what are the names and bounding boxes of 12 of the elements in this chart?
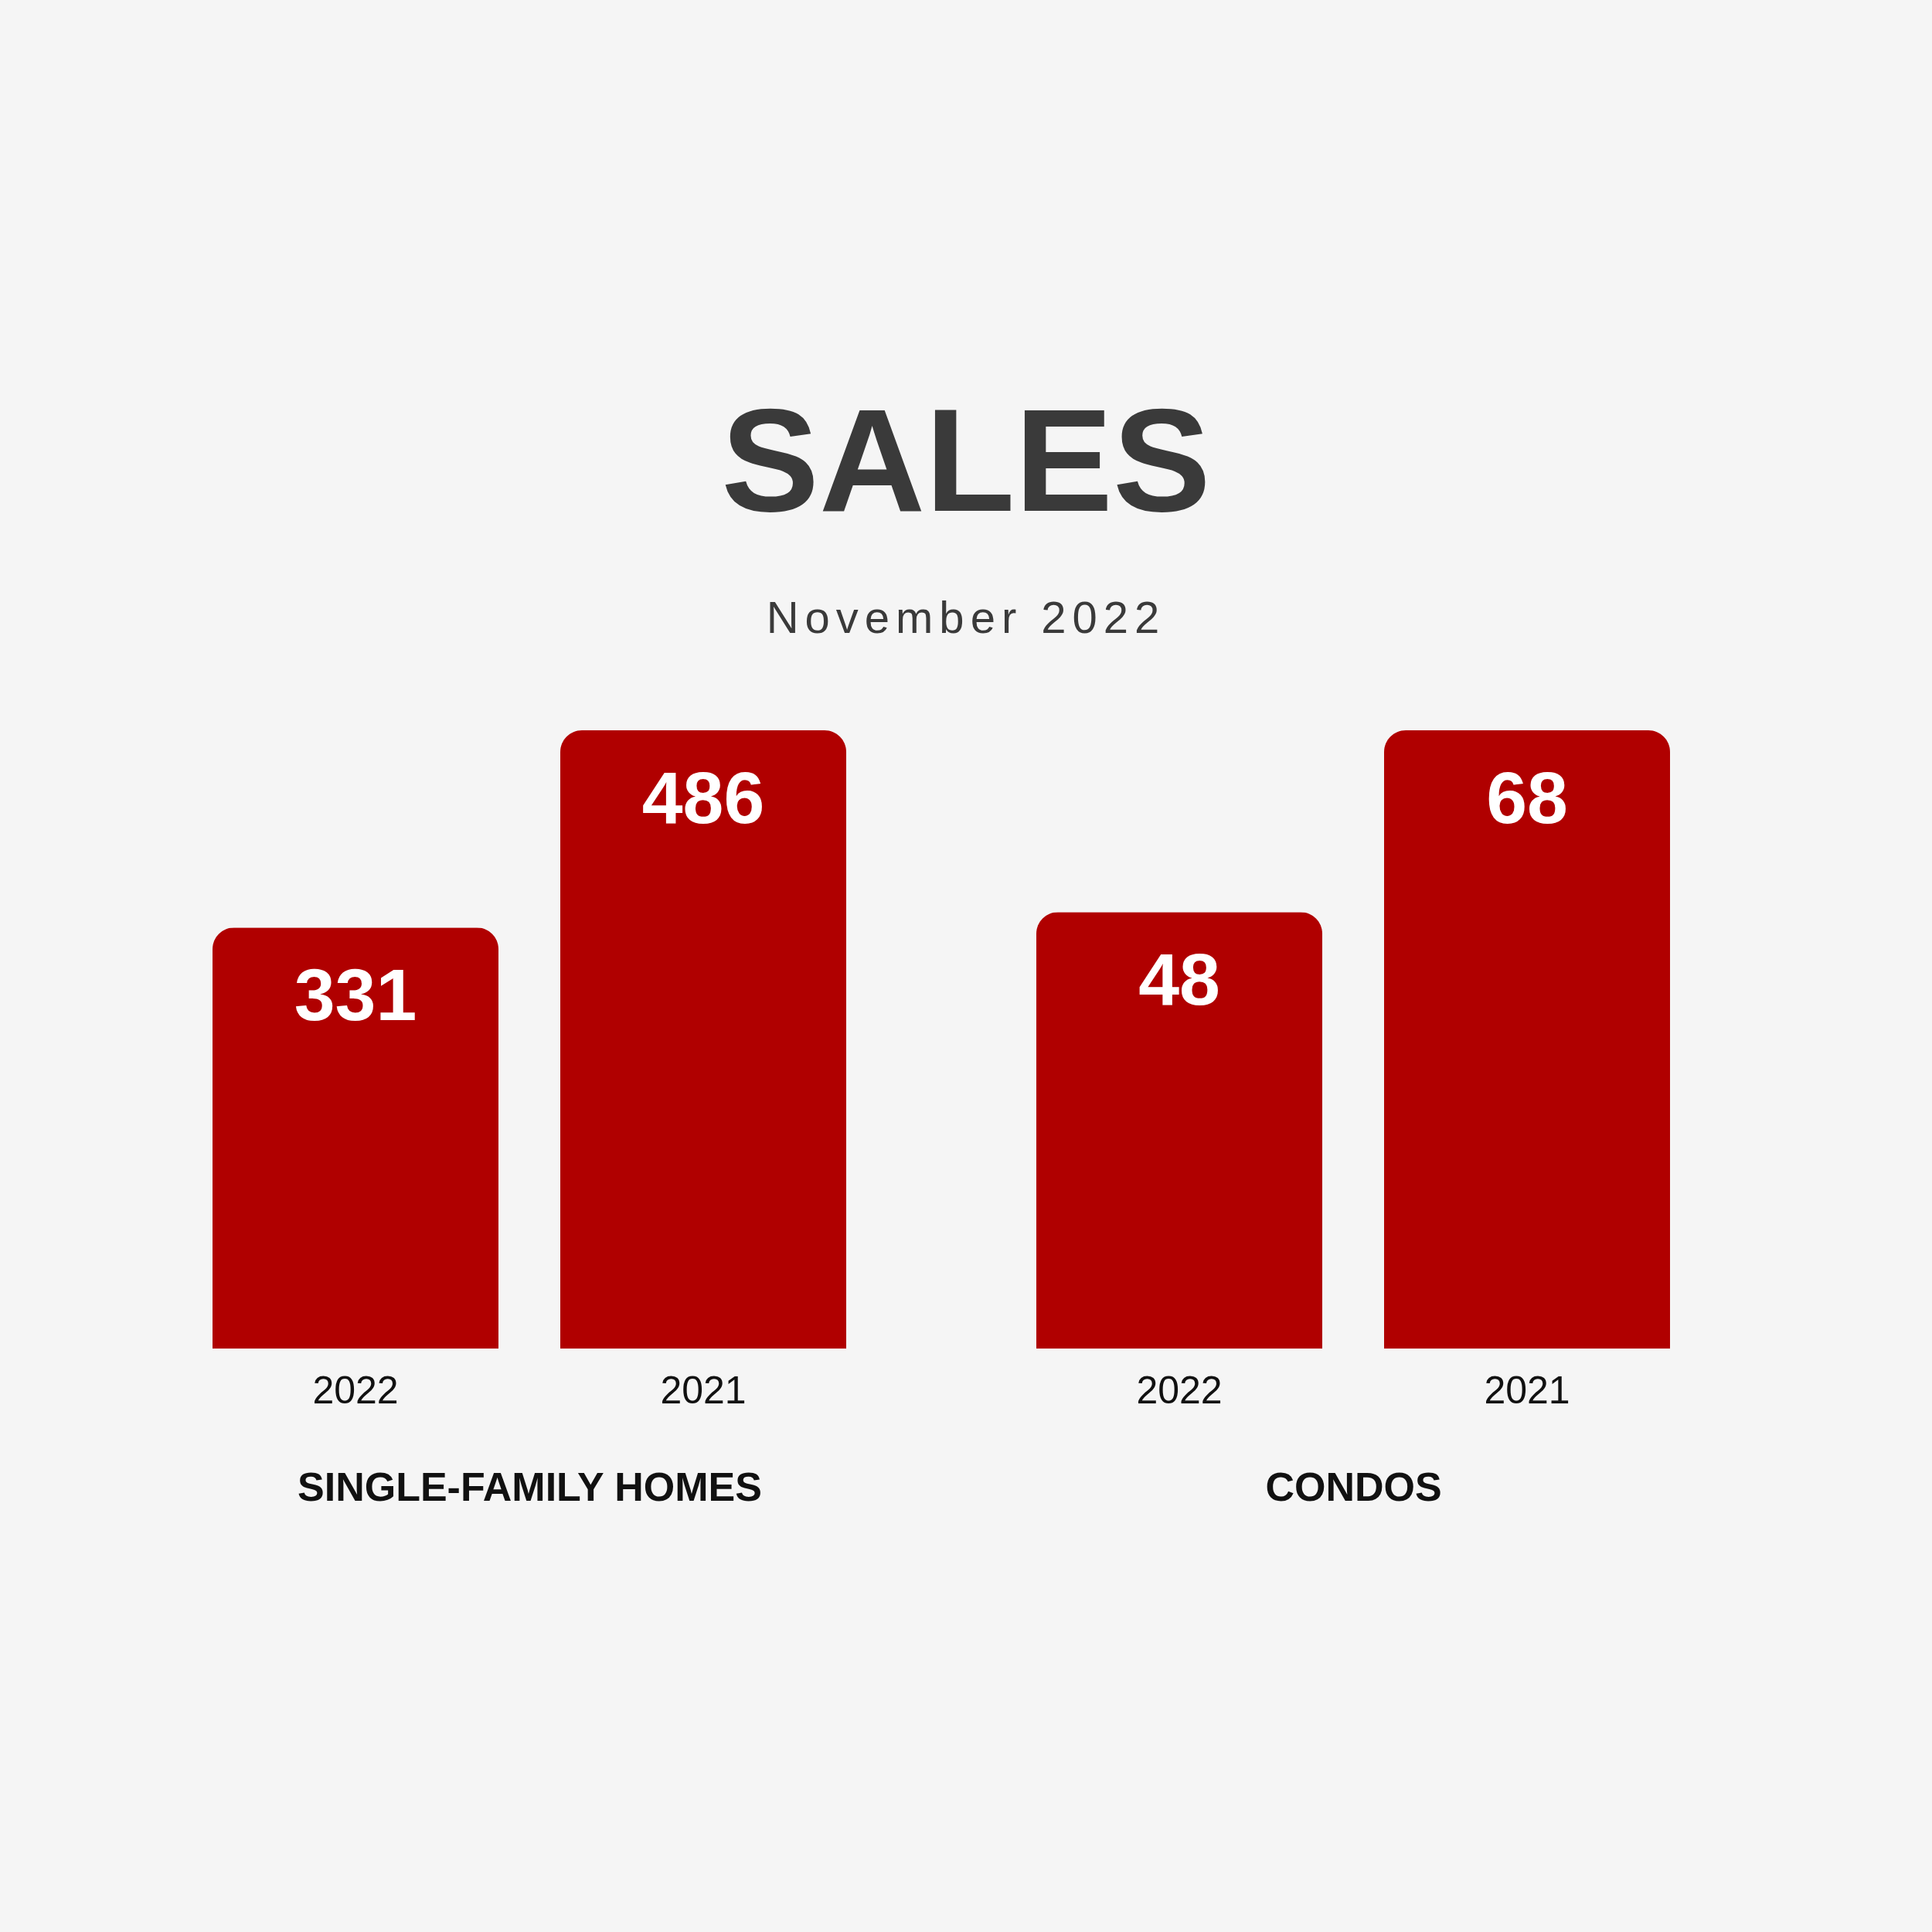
data-label: 68 bbox=[1486, 757, 1568, 838]
x-tick-label: 2021 bbox=[660, 1368, 747, 1412]
x-tick-label: 2022 bbox=[1136, 1368, 1223, 1412]
chart-title: SALES bbox=[720, 378, 1212, 542]
data-label: 48 bbox=[1138, 938, 1220, 1021]
chart-subtitle: November 2022 bbox=[765, 591, 1167, 643]
data-label: 331 bbox=[294, 954, 417, 1036]
x-tick-label: 2021 bbox=[1484, 1368, 1570, 1412]
x-tick-label: 2022 bbox=[312, 1368, 399, 1412]
x-axis-title: CONDOS bbox=[1265, 1464, 1442, 1509]
data-label: 486 bbox=[641, 757, 765, 838]
x-axis-title: SINGLE-FAMILY HOMES bbox=[298, 1464, 762, 1509]
